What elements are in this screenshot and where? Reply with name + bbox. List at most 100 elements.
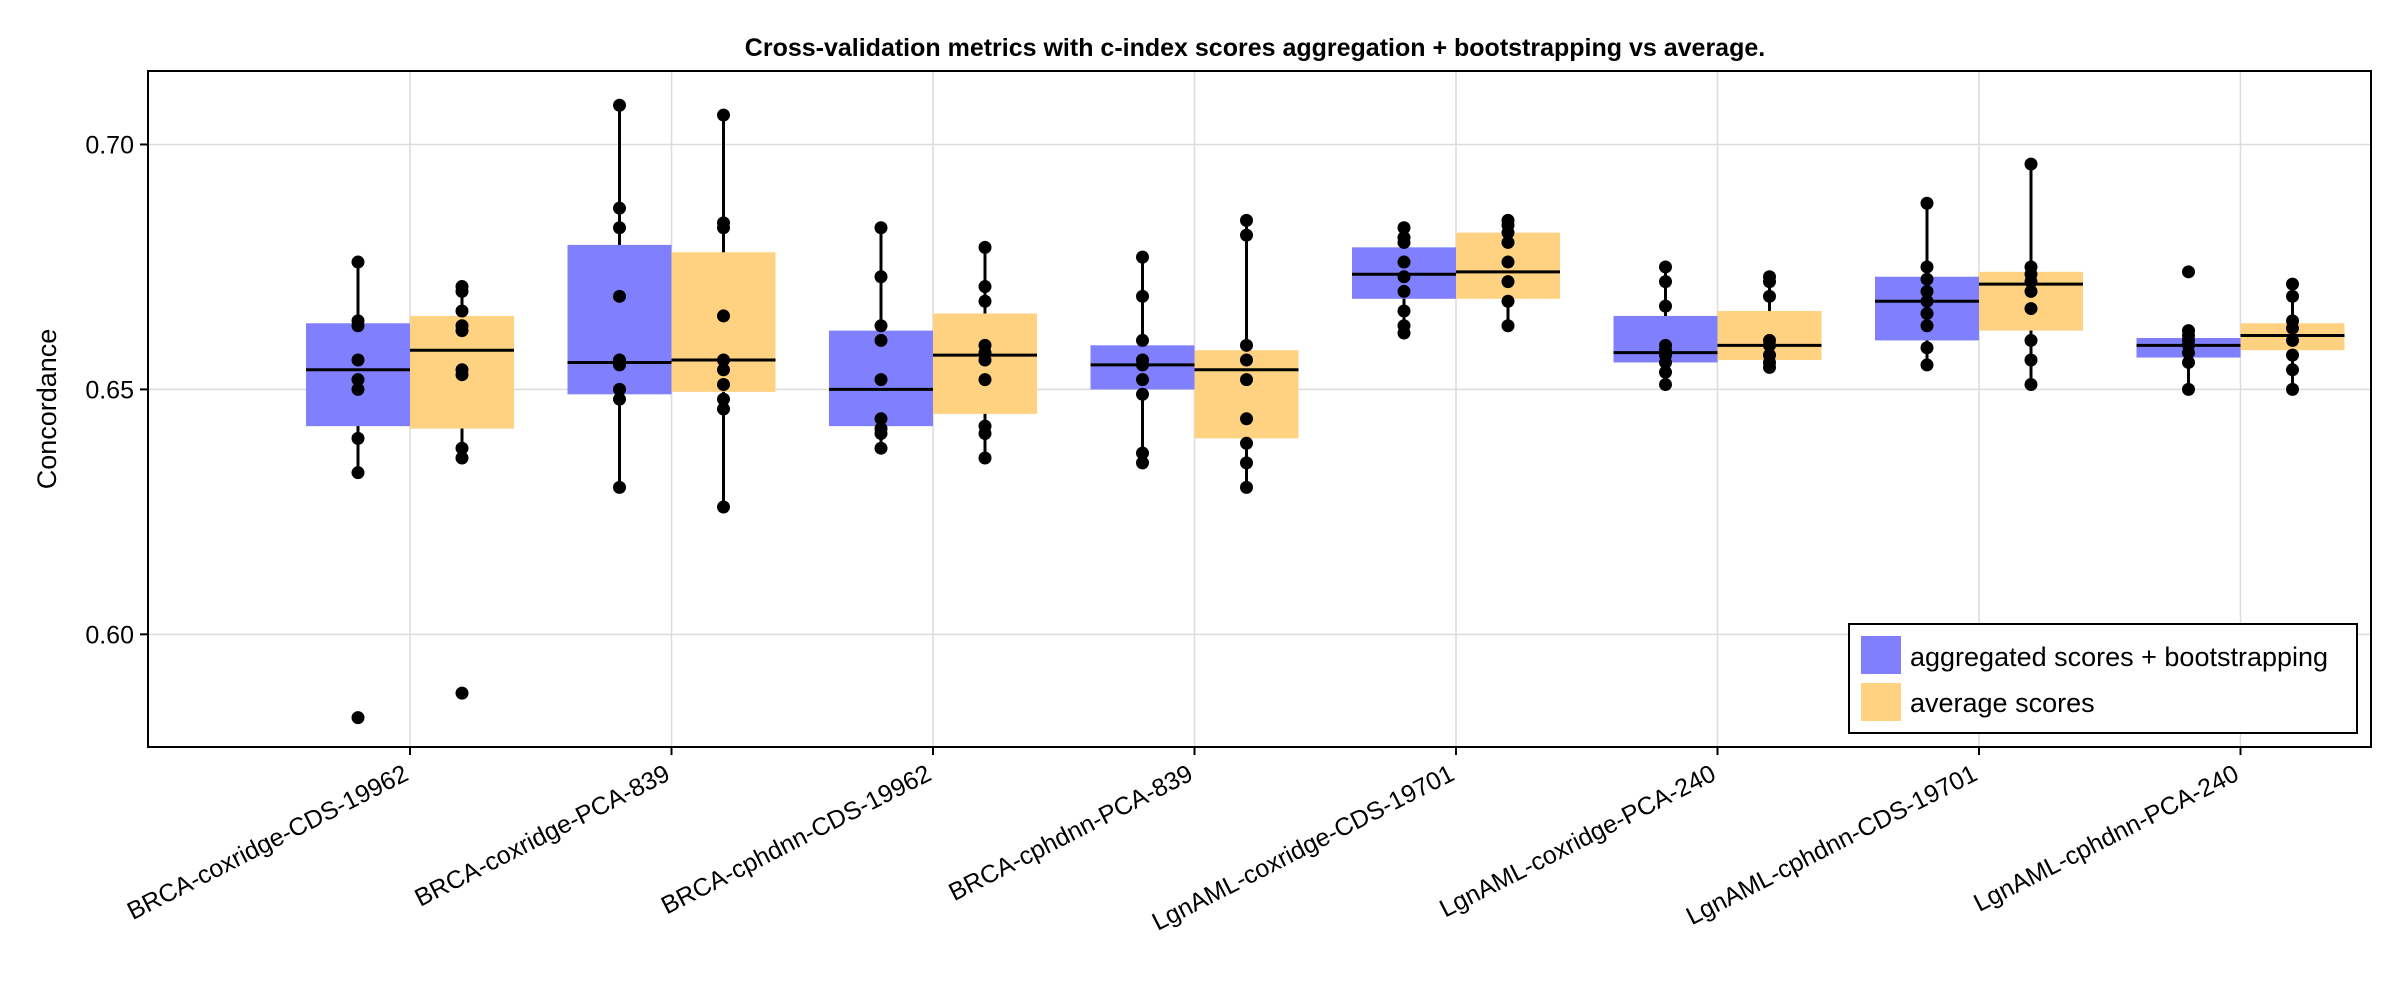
data-point — [2286, 277, 2299, 291]
x-tick-label: LgnAML-cphdnn-CDS-19701 — [1682, 759, 1982, 930]
data-point — [455, 451, 469, 465]
data-point — [1763, 348, 1776, 362]
y-tick-label: 0.60 — [85, 621, 134, 649]
data-point — [1240, 456, 1253, 470]
y-axis-label: Concordance — [32, 329, 62, 490]
data-point — [717, 402, 730, 416]
data-point — [2286, 289, 2299, 303]
data-point — [1501, 275, 1515, 289]
data-point — [2286, 314, 2299, 328]
data-point — [874, 319, 888, 333]
data-point — [1920, 358, 1934, 372]
data-point — [1659, 338, 1672, 352]
data-point — [351, 466, 365, 480]
data-point — [1659, 378, 1672, 392]
data-point — [717, 353, 730, 367]
data-point — [455, 363, 469, 377]
data-point — [1920, 284, 1934, 298]
data-point — [1136, 456, 1149, 470]
x-tick-label: BRCA-coxridge-CDS-19962 — [123, 759, 413, 925]
data-point — [1240, 353, 1253, 367]
data-point — [1397, 304, 1411, 318]
data-point — [2286, 382, 2299, 396]
legend: aggregated scores + bootstrapping averag… — [1848, 623, 2358, 734]
data-point — [2024, 353, 2038, 367]
data-point — [874, 412, 888, 426]
x-axis-ticks: BRCA-coxridge-CDS-19962BRCA-coxridge-PCA… — [123, 747, 2243, 936]
data-point — [874, 441, 888, 455]
data-point — [1920, 196, 1934, 210]
data-point — [717, 392, 730, 406]
data-point — [978, 451, 992, 465]
data-point — [1763, 289, 1776, 303]
data-point — [1136, 353, 1149, 367]
data-point — [613, 98, 626, 112]
data-point — [1920, 272, 1934, 286]
data-point — [717, 216, 730, 230]
data-point — [613, 201, 626, 215]
y-axis-ticks: 0.60 0.65 0.70 — [85, 131, 148, 649]
data-point — [1240, 480, 1253, 494]
data-point — [1397, 231, 1411, 245]
data-point — [613, 382, 626, 396]
data-point — [1397, 319, 1411, 333]
data-point — [455, 280, 469, 294]
data-point — [2286, 333, 2299, 347]
data-point — [1501, 255, 1515, 269]
data-point — [455, 319, 469, 333]
data-point — [455, 441, 469, 455]
data-point — [1920, 294, 1934, 308]
data-point — [455, 304, 469, 318]
data-point — [351, 431, 365, 445]
legend-swatch-aggregated — [1861, 636, 1901, 674]
data-point — [2182, 355, 2195, 369]
data-point — [978, 240, 992, 254]
data-point — [2182, 324, 2195, 338]
data-point — [717, 500, 730, 514]
data-point — [2024, 302, 2038, 316]
data-point — [1763, 270, 1776, 284]
data-point — [613, 289, 626, 303]
data-point — [2182, 265, 2195, 279]
data-point — [1501, 294, 1515, 308]
points-layer — [351, 98, 2299, 725]
series-layer — [306, 105, 2345, 507]
data-point — [717, 363, 730, 377]
data-point — [874, 270, 888, 284]
data-point — [1136, 250, 1149, 264]
data-point — [351, 314, 365, 328]
data-point — [1397, 284, 1411, 298]
x-tick-label: LgnAML-cphdnn-PCA-240 — [1969, 759, 2243, 917]
data-point — [1136, 387, 1149, 401]
data-point — [1136, 289, 1149, 303]
data-point — [1397, 270, 1411, 284]
data-point — [1136, 373, 1149, 387]
data-point — [1240, 213, 1253, 227]
data-point — [351, 711, 365, 725]
data-point — [717, 309, 730, 323]
data-point — [1240, 373, 1253, 387]
data-point — [874, 333, 888, 347]
data-point — [1240, 228, 1253, 242]
data-point — [455, 686, 469, 700]
data-point — [1920, 319, 1934, 333]
data-point — [1136, 333, 1149, 347]
legend-label-aggregated: aggregated scores + bootstrapping — [1910, 642, 2328, 672]
data-point — [874, 422, 888, 436]
data-point — [717, 108, 730, 122]
legend-box — [1848, 623, 2358, 734]
data-point — [2286, 348, 2299, 362]
data-point — [1659, 365, 1672, 379]
data-point — [1240, 412, 1253, 426]
chart-title: Cross-validation metrics with c-index sc… — [745, 34, 1765, 62]
data-point — [1397, 221, 1411, 235]
data-point — [978, 373, 992, 387]
data-point — [1501, 319, 1515, 333]
data-point — [1240, 436, 1253, 450]
data-point — [978, 280, 992, 294]
data-point — [1763, 333, 1776, 347]
y-tick-label: 0.65 — [85, 376, 134, 404]
data-point — [1920, 306, 1934, 320]
data-point — [2024, 284, 2038, 298]
